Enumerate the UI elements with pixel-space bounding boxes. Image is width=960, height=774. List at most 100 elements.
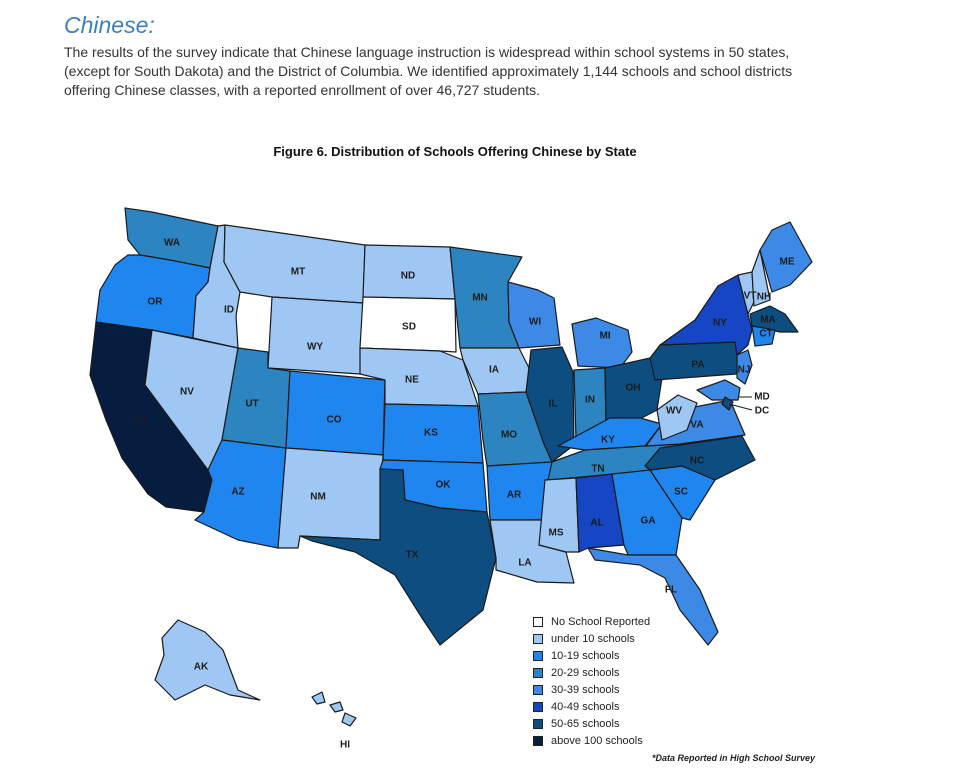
state-hi bbox=[311, 691, 357, 727]
state-label-ct: CT bbox=[759, 329, 772, 340]
intro-line-2: (except for South Dakota) and the Distri… bbox=[64, 63, 793, 79]
legend-label: 50-65 schools bbox=[551, 717, 620, 730]
state-label-ia: IA bbox=[489, 365, 499, 376]
state-label-wi: WI bbox=[529, 317, 541, 328]
state-nc bbox=[644, 435, 756, 481]
state-ak bbox=[154, 619, 261, 701]
state-wv bbox=[656, 394, 698, 441]
state-wy bbox=[267, 296, 364, 375]
footnote: *Data Reported in High School Survey bbox=[652, 753, 816, 763]
state-label-ny: NY bbox=[713, 318, 727, 329]
state-label-ga: GA bbox=[641, 516, 656, 527]
legend-item: 40-49 schools bbox=[533, 698, 650, 715]
legend-label: under 10 schools bbox=[551, 632, 635, 645]
state-label-md: MD bbox=[754, 392, 770, 403]
state-mi bbox=[571, 317, 633, 369]
state-label-tn: TN bbox=[591, 464, 604, 475]
state-label-ms: MS bbox=[549, 528, 564, 539]
state-ms bbox=[538, 477, 580, 553]
state-label-me: ME bbox=[780, 257, 795, 268]
legend-item: No School Reported bbox=[533, 613, 650, 630]
state-md bbox=[696, 379, 741, 401]
state-mt bbox=[223, 224, 366, 304]
legend-swatch bbox=[533, 701, 543, 712]
legend-swatch bbox=[533, 633, 543, 644]
legend-swatch bbox=[533, 616, 543, 627]
legend-item: 10-19 schools bbox=[533, 647, 650, 664]
state-label-sd: SD bbox=[402, 322, 416, 333]
legend-item: 50-65 schools bbox=[533, 715, 650, 732]
leader-line bbox=[728, 403, 753, 411]
state-label-in: IN bbox=[585, 395, 595, 406]
state-dc bbox=[721, 396, 734, 411]
state-nm bbox=[277, 447, 384, 549]
legend-item: above 100 schools bbox=[533, 732, 650, 749]
legend-label: 30-39 schools bbox=[551, 683, 620, 696]
state-label-hi: HI bbox=[340, 740, 350, 751]
state-fl bbox=[587, 547, 719, 646]
state-id bbox=[192, 224, 241, 349]
state-label-ut: UT bbox=[245, 399, 258, 410]
state-label-nc: NC bbox=[690, 456, 704, 467]
state-label-ok: OK bbox=[436, 480, 452, 491]
state-label-ca: CA bbox=[133, 417, 147, 428]
state-label-id: ID bbox=[224, 305, 234, 316]
state-label-ks: KS bbox=[424, 428, 438, 439]
state-nh bbox=[751, 249, 771, 307]
state-ct bbox=[751, 325, 776, 347]
state-label-wv: WV bbox=[666, 406, 682, 417]
legend-swatch bbox=[533, 684, 543, 695]
state-co bbox=[285, 370, 386, 456]
legend-label: No School Reported bbox=[551, 615, 651, 628]
map-legend: No School Reported under 10 schools 10-1… bbox=[533, 613, 650, 749]
state-label-nd: ND bbox=[401, 271, 415, 282]
intro-line-1: The results of the survey indicate that … bbox=[64, 44, 790, 60]
state-me bbox=[759, 221, 813, 293]
state-label-ar: AR bbox=[507, 490, 522, 501]
intro-paragraph: The results of the survey indicate that … bbox=[64, 43, 864, 100]
legend-label: 20-29 schools bbox=[551, 666, 620, 679]
state-label-wy: WY bbox=[307, 342, 323, 353]
state-tx bbox=[299, 468, 497, 646]
state-label-pa: PA bbox=[691, 360, 704, 371]
figure-title: Figure 6. Distribution of Schools Offeri… bbox=[273, 144, 637, 159]
state-label-sc: SC bbox=[674, 487, 688, 498]
state-label-nj: NJ bbox=[738, 365, 751, 376]
state-label-wa: WA bbox=[164, 238, 180, 249]
state-label-mi: MI bbox=[599, 331, 610, 342]
section-heading: Chinese: bbox=[64, 12, 155, 38]
state-label-ne: NE bbox=[405, 375, 419, 386]
state-label-va: VA bbox=[690, 420, 703, 431]
state-label-nh: NH bbox=[757, 292, 771, 303]
state-label-il: IL bbox=[549, 399, 558, 410]
legend-item: 20-29 schools bbox=[533, 664, 650, 681]
intro-line-3: offering Chinese classes, with a reporte… bbox=[64, 82, 541, 98]
state-label-co: CO bbox=[327, 415, 342, 426]
state-label-fl: FL bbox=[665, 585, 677, 596]
state-label-vt: VT bbox=[744, 291, 757, 302]
legend-swatch bbox=[533, 718, 543, 729]
legend-swatch bbox=[533, 735, 543, 746]
legend-label: 40-49 schools bbox=[551, 700, 620, 713]
state-label-oh: OH bbox=[626, 383, 641, 394]
state-label-nv: NV bbox=[180, 387, 194, 398]
state-label-or: OR bbox=[148, 297, 164, 308]
state-label-tx: TX bbox=[406, 550, 419, 561]
state-ny bbox=[659, 274, 753, 356]
state-label-mo: MO bbox=[501, 430, 517, 441]
state-label-la: LA bbox=[518, 558, 531, 569]
state-label-ky: KY bbox=[601, 435, 615, 446]
state-sd bbox=[359, 296, 457, 353]
legend-swatch bbox=[533, 650, 543, 661]
state-nj bbox=[736, 349, 753, 385]
state-al bbox=[575, 473, 625, 553]
state-label-az: AZ bbox=[231, 487, 244, 498]
state-label-ma: MA bbox=[760, 315, 776, 326]
legend-item: 30-39 schools bbox=[533, 681, 650, 698]
state-il bbox=[525, 346, 575, 463]
state-label-mt: MT bbox=[291, 267, 305, 278]
legend-item: under 10 schools bbox=[533, 630, 650, 647]
state-label-al: AL bbox=[590, 518, 603, 529]
legend-label: above 100 schools bbox=[551, 734, 643, 747]
